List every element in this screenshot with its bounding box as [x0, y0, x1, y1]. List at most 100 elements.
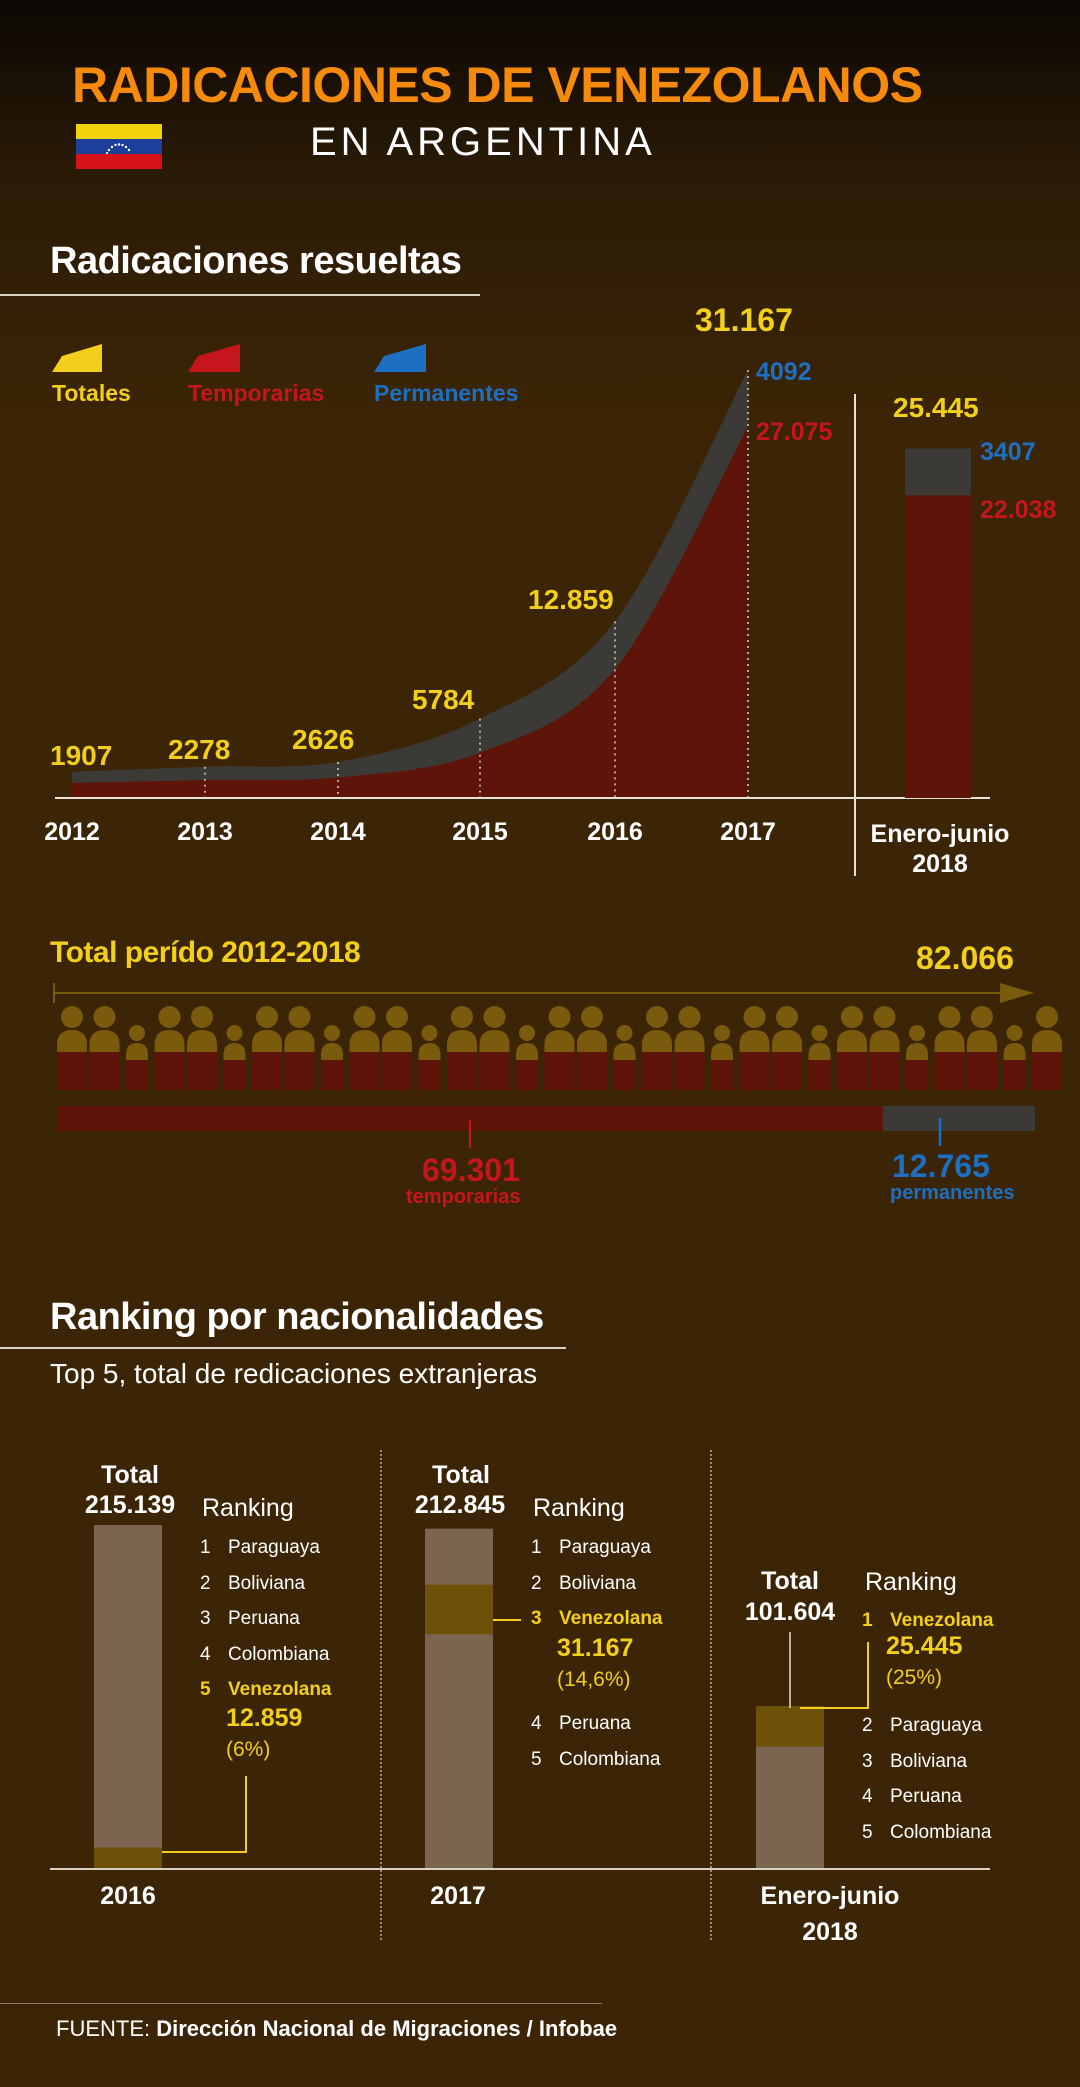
panel-2018-year-line2: 2018 [802, 1918, 858, 1946]
page-subtitle: EN ARGENTINA [310, 120, 656, 164]
panel-2016-year: 2016 [100, 1882, 156, 1910]
venezuela-flag-icon [76, 124, 162, 169]
person-icon [613, 1025, 636, 1090]
footer-source-prefix: FUENTE: [56, 2016, 157, 2041]
panel-2018-venezolana-pct: (25%) [886, 1666, 943, 1689]
person-icon [967, 1006, 997, 1090]
person-icon [837, 1006, 867, 1090]
person-icon [284, 1006, 315, 1090]
period-bar-permanentes [883, 1106, 1035, 1131]
person-icon [223, 1025, 246, 1090]
person-icon [516, 1025, 538, 1090]
period-total-label: 82.066 [916, 940, 1014, 976]
temporarias-area [72, 426, 748, 798]
panel-2018-year-line1: Enero-junio [760, 1882, 900, 1910]
panel-2018-total-word: Total [761, 1567, 819, 1595]
ranking-item: 2 Boliviana [531, 1572, 637, 1594]
total-label-2015: 5784 [412, 684, 475, 715]
footer-source-text: Dirección Nacional de Migraciones / Info… [156, 2016, 618, 2041]
legend-label-temporarias: Temporarias [188, 380, 325, 406]
panel-2017-venezolana-value: 31.167 [557, 1634, 634, 1662]
ranking-bar-venezolana-2 [756, 1706, 824, 1747]
person-icon [321, 1025, 343, 1090]
panel-divider [710, 1450, 712, 1940]
total-label-2018: 25.445 [893, 392, 979, 423]
ranking-item-highlight: 3 Venezolana [531, 1608, 663, 1629]
ranking-item: 3 Peruana [200, 1608, 300, 1629]
panel-2018-ranking-title: Ranking [865, 1568, 957, 1596]
person-icon [187, 1006, 217, 1090]
panel-2017-ranking-list-top: 1 Paraguaya 2 Boliviana 3 Venezolana [531, 1530, 663, 1637]
ranking-baseline [50, 1868, 990, 1870]
person-icon [642, 1006, 672, 1090]
ranking-item: 4 Peruana [531, 1713, 631, 1734]
person-icon [577, 1006, 607, 1090]
x-tick-2017: 2017 [720, 818, 776, 846]
ranking-bar-venezolana-0 [94, 1847, 162, 1868]
panel-2016-total-value: 215.139 [84, 1491, 176, 1519]
leader-2018 [800, 1642, 869, 1709]
ranking-item: 3 Boliviana [862, 1750, 968, 1772]
ranking-item: 1 Paraguaya [531, 1537, 651, 1558]
total-label-2013: 2278 [168, 734, 231, 765]
total-label-2016: 12.859 [528, 584, 614, 615]
person-icon [934, 1006, 965, 1090]
panel-2016-ranking-list: 1 Paraguaya 2 Boliviana 3 Peruana 4 Colombia… [200, 1530, 332, 1708]
period-arrow-head [1000, 983, 1034, 1003]
panel-2016-venezolana-pct: (6%) [226, 1738, 271, 1761]
x-tick-2015: 2015 [452, 818, 508, 846]
panel-2018-total-value: 101.604 [744, 1598, 836, 1626]
person-icon [544, 1006, 575, 1090]
person-icon [674, 1006, 705, 1090]
ranking-subtitle: Top 5, total de redicaciones extranjeras [50, 1358, 538, 1389]
person-icon [808, 1025, 831, 1090]
ranking-bar-total-1 [425, 1528, 493, 1868]
ranking-item: 5 Colombiana [531, 1748, 661, 1770]
total-label-2017: 31.167 [695, 302, 793, 338]
x-tick-2014: 2014 [310, 818, 366, 846]
section-heading-ranking: Ranking por nacionalidades [50, 1296, 544, 1338]
x-tick-2018: 2018 [912, 850, 968, 878]
panel-2018-ranking-list-top: 1 Venezolana [862, 1603, 994, 1639]
temporarias-label-2018: 22.038 [980, 496, 1057, 524]
x-tick-2013: 2013 [177, 818, 233, 846]
permanentes-total-label: 12.765 [892, 1148, 990, 1184]
temporarias-label-2017: 27.075 [756, 418, 833, 446]
flag-stars-icon [105, 143, 131, 154]
page-title: RADICACIONES DE VENEZOLANOS [72, 57, 923, 113]
x-tick-2012: 2012 [44, 818, 100, 846]
x-tick-enero-junio: Enero-junio [870, 820, 1010, 848]
person-icon [126, 1025, 148, 1090]
ranking-item: 1 Paraguaya [200, 1537, 320, 1558]
bar-2018-permanentes [905, 448, 971, 496]
x-tick-2016: 2016 [587, 818, 643, 846]
legend-label-permanentes: Permanentes [374, 380, 519, 406]
person-icon [349, 1006, 380, 1090]
panel-2017-total-value: 212.845 [414, 1491, 506, 1519]
ranking-item: 4 Peruana [862, 1786, 962, 1807]
panel-2018-venezolana-value: 25.445 [886, 1632, 963, 1660]
person-icon [1032, 1006, 1062, 1090]
ranking-item-highlight: 1 Venezolana [862, 1610, 994, 1631]
person-icon [869, 1006, 900, 1090]
ranking-bar-venezolana-1 [425, 1584, 493, 1635]
panel-divider [380, 1450, 382, 1940]
permanentes-label-2017: 4092 [756, 358, 812, 386]
panel-2017-ranking-title: Ranking [533, 1494, 625, 1522]
person-icon [906, 1025, 928, 1090]
person-icon [57, 1006, 87, 1090]
temporarias-caption: temporarias [406, 1186, 521, 1208]
permanentes-caption: permanentes [890, 1182, 1015, 1204]
period-heading: Total perído 2012-2018 [50, 936, 361, 969]
temporarias-total-label: 69.301 [422, 1152, 520, 1188]
panel-2017-venezolana-pct: (14,6%) [557, 1668, 631, 1691]
permanentes-area [72, 370, 748, 798]
permanentes-label-2018: 3407 [980, 438, 1036, 466]
ranking-item: 5 Colombiana [862, 1821, 992, 1843]
person-icon [252, 1006, 282, 1090]
section-rule [0, 294, 480, 296]
